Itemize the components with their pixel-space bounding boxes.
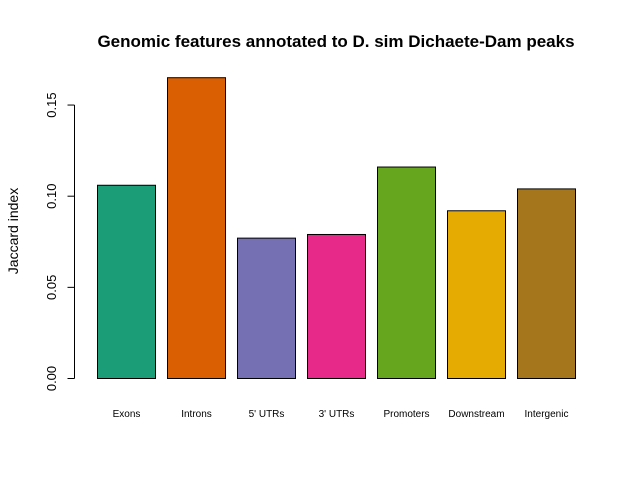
x-category-label: Introns — [181, 409, 212, 420]
x-category-label: Exons — [113, 409, 141, 420]
x-category-label: Promoters — [383, 409, 429, 420]
bar-exons — [97, 184, 156, 379]
y-tick-label: 0.05 — [44, 275, 59, 300]
x-category-label: Intergenic — [525, 409, 569, 420]
y-tick-label: 0.00 — [44, 366, 59, 391]
bar-3-utrs — [307, 233, 366, 379]
bar-promoters — [377, 166, 436, 379]
bar-intergenic — [517, 188, 576, 379]
y-tick-label: 0.10 — [44, 184, 59, 209]
x-axis-labels: Exons Introns 5' UTRs 3' UTRs Promoters Downs… — [113, 409, 569, 420]
bar-introns — [167, 77, 226, 380]
bars-group — [97, 77, 576, 380]
chart-title: Genomic features annotated to D. sim Dic… — [97, 32, 574, 51]
x-category-label: 3' UTRs — [319, 409, 355, 420]
bar-5-utrs — [237, 237, 296, 379]
bar-downstream — [447, 210, 506, 379]
y-tick-label: 0.15 — [44, 92, 59, 117]
y-axis: 0.00 0.05 0.10 0.15 — [44, 92, 75, 391]
x-category-label: 5' UTRs — [249, 409, 285, 420]
x-category-label: Downstream — [448, 409, 504, 420]
y-axis-label: Jaccard index — [5, 188, 21, 274]
